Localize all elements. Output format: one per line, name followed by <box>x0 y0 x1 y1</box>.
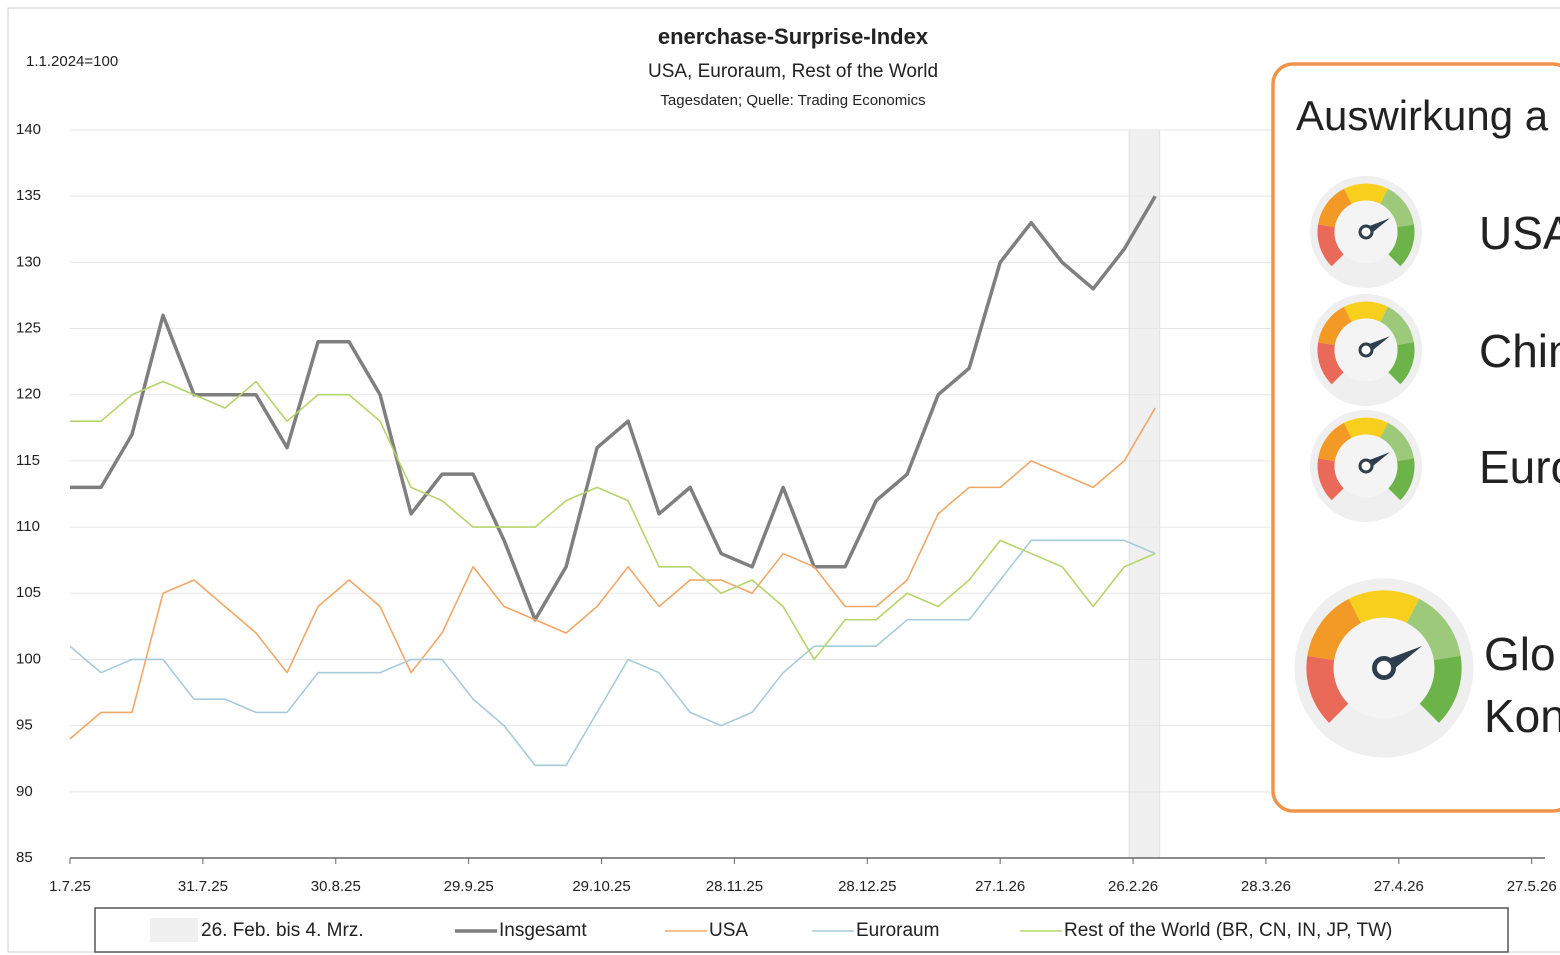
gauge-segment <box>1317 224 1345 267</box>
x-tick-label: 31.7.25 <box>178 878 228 895</box>
gauge-hub <box>1372 656 1397 681</box>
gauge-segment <box>1406 598 1461 661</box>
panel-title: Auswirkung a <box>1296 92 1549 139</box>
chart-source: Tagesdaten; Quelle: Trading Economics <box>660 92 925 109</box>
gauge-segment <box>1387 342 1415 385</box>
gauge-segment <box>1318 188 1353 228</box>
x-tick-label: 29.10.25 <box>572 878 630 895</box>
x-tick-label: 27.1.26 <box>975 878 1025 895</box>
gauge-segment <box>1318 306 1353 346</box>
series-line <box>69 407 1156 740</box>
series-line <box>70 195 1157 622</box>
shaded-period <box>1128 129 1161 859</box>
gauge-hub <box>1358 458 1374 474</box>
legend-label: Rest of the World (BR, CN, IN, JP, TW) <box>1064 920 1392 941</box>
y-tick-label: 135 <box>16 187 41 204</box>
legend-label: Insgesamt <box>499 920 587 941</box>
y-tick-label: 115 <box>16 452 40 469</box>
gauge-segment <box>1379 422 1414 462</box>
x-tick-label: 1.7.25 <box>49 878 91 895</box>
legend-swatch <box>150 918 198 942</box>
gauge-segment <box>1307 598 1362 661</box>
y-tick-label: 95 <box>16 717 33 734</box>
global-label: Glo <box>1484 628 1556 680</box>
x-tick-label: 28.3.26 <box>1241 878 1291 895</box>
legend-label: Euroraum <box>856 920 939 941</box>
x-tick-label: 28.12.25 <box>838 878 896 895</box>
legend-label: 26. Feb. bis 4. Mrz. <box>201 920 364 941</box>
y-tick-label: 105 <box>16 584 41 601</box>
y-tick-label: 125 <box>16 320 41 337</box>
y-tick-label: 130 <box>16 253 41 270</box>
gauge-label: USA <box>1479 207 1560 259</box>
x-tick-label: 27.5.26 <box>1507 878 1557 895</box>
legend <box>94 907 1509 953</box>
y-tick-label: 140 <box>16 121 41 138</box>
x-tick-label: 28.11.25 <box>706 878 763 895</box>
legend-label: USA <box>709 920 748 941</box>
x-tick-label: 30.8.25 <box>311 878 361 895</box>
gauge-segment <box>1379 306 1414 346</box>
y-tick-label: 100 <box>16 650 41 667</box>
gauge-segment <box>1419 655 1462 723</box>
x-tick-label: 27.4.26 <box>1374 878 1424 895</box>
gauge-segment <box>1317 342 1345 385</box>
gauge-hub <box>1358 224 1374 240</box>
gauge-label: Chin <box>1479 325 1560 377</box>
x-tick-label: 29.9.25 <box>444 878 494 895</box>
y-tick-label: 110 <box>16 518 40 535</box>
series-line <box>70 380 1156 661</box>
y-axis-label: 1.1.2024=100 <box>26 53 118 70</box>
gauge-segment <box>1318 422 1353 462</box>
y-tick-label: 90 <box>16 783 33 800</box>
y-tick-label: 120 <box>16 386 41 403</box>
gauge-segment <box>1387 458 1415 501</box>
gauge-segment <box>1343 183 1389 205</box>
chart-title: enerchase-Surprise-Index <box>658 24 929 49</box>
x-tick-label: 26.2.26 <box>1108 878 1158 895</box>
gauge-label: Euro <box>1479 441 1560 493</box>
gauge-segment <box>1387 224 1415 267</box>
gauge-segment <box>1343 301 1389 323</box>
y-tick-label: 85 <box>16 849 33 866</box>
gauges <box>1294 176 1474 758</box>
plot: 85 90 95 100 105 110 115 120 125 130 135 140 1.7.25 3… <box>16 121 1557 895</box>
gauge-segment <box>1348 590 1420 624</box>
gauge-segment <box>1317 458 1345 501</box>
chart-subtitle: USA, Euroraum, Rest of the World <box>648 61 938 82</box>
global-label: Kon <box>1484 690 1560 742</box>
gauge-hub <box>1358 342 1374 358</box>
gauge-segment <box>1306 655 1349 723</box>
series-line <box>69 539 1156 767</box>
gauge-segment <box>1343 417 1389 439</box>
gauge-segment <box>1379 188 1414 228</box>
